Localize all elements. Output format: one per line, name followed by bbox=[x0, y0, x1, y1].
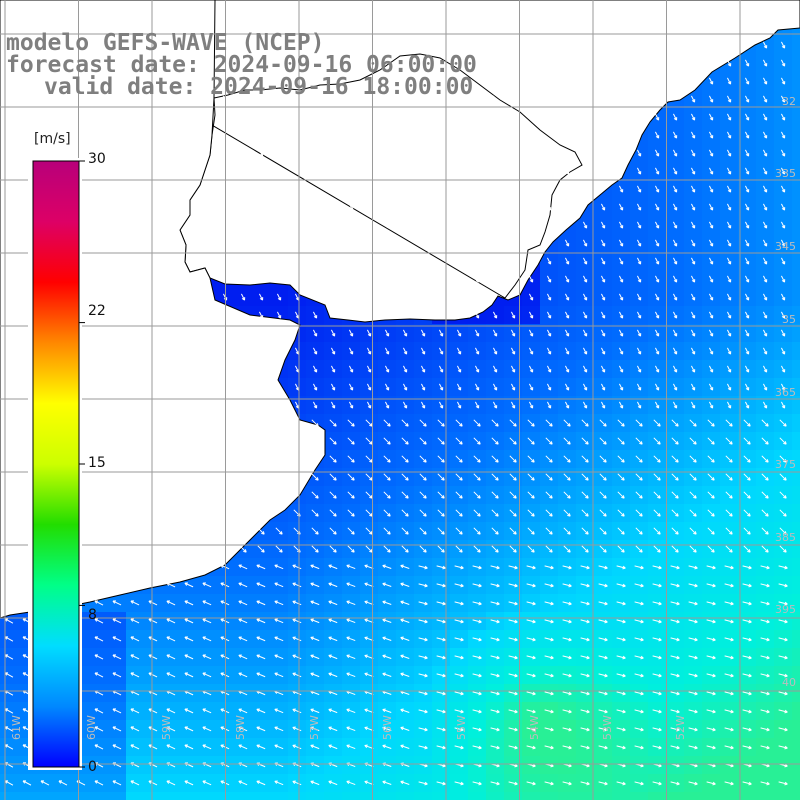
lat-label: 345 bbox=[775, 240, 796, 253]
colorbar-tick-22: 22 bbox=[88, 303, 106, 319]
wind-arrows bbox=[4, 41, 788, 786]
model-title: modelo GEFS-WAVE (NCEP) bbox=[6, 30, 325, 56]
lon-label: 55W bbox=[455, 715, 468, 740]
lat-label: 35 bbox=[782, 313, 796, 326]
lon-label: 60W bbox=[85, 715, 98, 740]
colorbar-tick-0: 0 bbox=[88, 759, 97, 775]
lon-label: 56W bbox=[381, 715, 394, 740]
lat-label: 385 bbox=[775, 531, 796, 544]
lat-label: 40 bbox=[782, 676, 796, 689]
forecast-date: forecast date: 2024-09-16 06:00:00 bbox=[6, 52, 477, 78]
lat-label: 395 bbox=[775, 603, 796, 616]
lon-label: 53W bbox=[601, 715, 614, 740]
colorbar-tick-8: 8 bbox=[88, 607, 97, 623]
lat-label: 365 bbox=[775, 386, 796, 399]
lon-label: 61W bbox=[10, 715, 23, 740]
lat-label: 335 bbox=[775, 167, 796, 180]
colorbar-tick-15: 15 bbox=[88, 455, 106, 471]
colorbar bbox=[28, 158, 85, 770]
lat-label: 375 bbox=[775, 458, 796, 471]
lat-label: 32 bbox=[782, 95, 796, 108]
lon-label: 58W bbox=[234, 715, 247, 740]
valid-date: valid date: 2024-09-16 18:00:00 bbox=[44, 74, 474, 100]
colorbar-unit: [m/s] bbox=[34, 131, 71, 147]
colorbar-tick-30: 30 bbox=[88, 151, 106, 167]
lon-label: 57W bbox=[308, 715, 321, 740]
lon-label: 52W bbox=[674, 715, 687, 740]
lon-label: 59W bbox=[160, 715, 173, 740]
lon-label: 54W bbox=[528, 715, 541, 740]
